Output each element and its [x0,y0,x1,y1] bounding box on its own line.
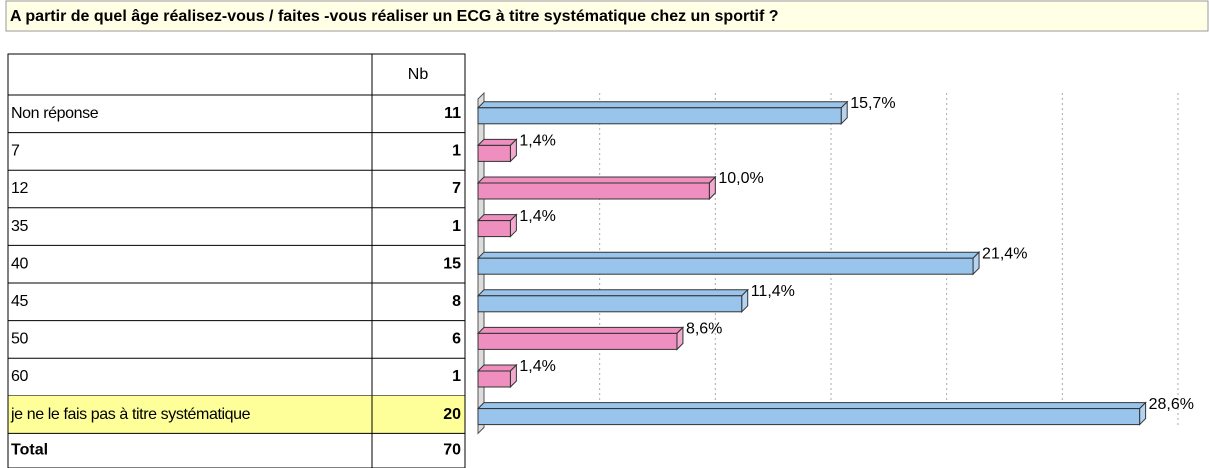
title-bar [5,0,1209,32]
row-label: 45 [11,293,28,310]
row-label: 12 [11,180,28,197]
row-count: 15 [443,255,461,272]
value-label: 15,7% [850,95,895,112]
row-count: 20 [443,406,461,423]
bar [476,213,518,238]
row-count: 6 [452,331,461,348]
row-label: 60 [11,368,28,385]
row-count: 1 [452,218,461,235]
bar [476,288,749,314]
bar [476,363,518,389]
count-header: Nb [408,66,429,83]
value-label: 1,4% [519,133,555,150]
value-label: 10,0% [718,170,763,187]
value-label: 1,4% [519,358,555,375]
bar-front [477,370,511,388]
row-label: 50 [11,331,28,348]
value-label: 8,6% [686,321,722,338]
bar [476,250,981,276]
row-label: 35 [11,218,28,235]
chart-title: A partir de quel âge réalisez-vous / fai… [10,8,779,25]
bar-front [477,220,511,238]
bar-front [477,182,710,200]
row-label: 40 [11,255,28,272]
bar [476,175,717,201]
row-count: 1 [452,368,461,385]
row-label: 7 [11,143,20,160]
total-count: 70 [443,441,461,458]
row-count: 8 [452,293,461,310]
row-highlight [8,395,465,434]
value-label: 28,6% [1149,396,1194,413]
bar-front [477,257,974,275]
bar-front [477,144,511,162]
bar-top [476,101,849,109]
value-label: 21,4% [982,245,1027,262]
row-count: 7 [452,180,461,197]
bar-top [476,326,685,334]
bar [476,138,518,163]
bar-top [476,176,717,184]
bar-top [476,289,749,297]
row-count: 11 [444,105,461,122]
value-label: 11,4% [751,283,795,300]
bar-front [477,408,1141,426]
row-label: je ne le fais pas à titre systématique [10,406,251,423]
total-label: Total [11,441,48,458]
value-label: 1,4% [519,208,555,225]
bar [476,401,1147,426]
row-count: 1 [452,143,461,160]
bar-front [477,332,678,350]
bar [476,326,685,351]
bar-front [477,295,743,313]
bar-front [477,107,842,125]
row-label: Non réponse [11,105,99,122]
bar [476,100,849,126]
bar-top [476,251,981,259]
bar-top [476,402,1147,410]
